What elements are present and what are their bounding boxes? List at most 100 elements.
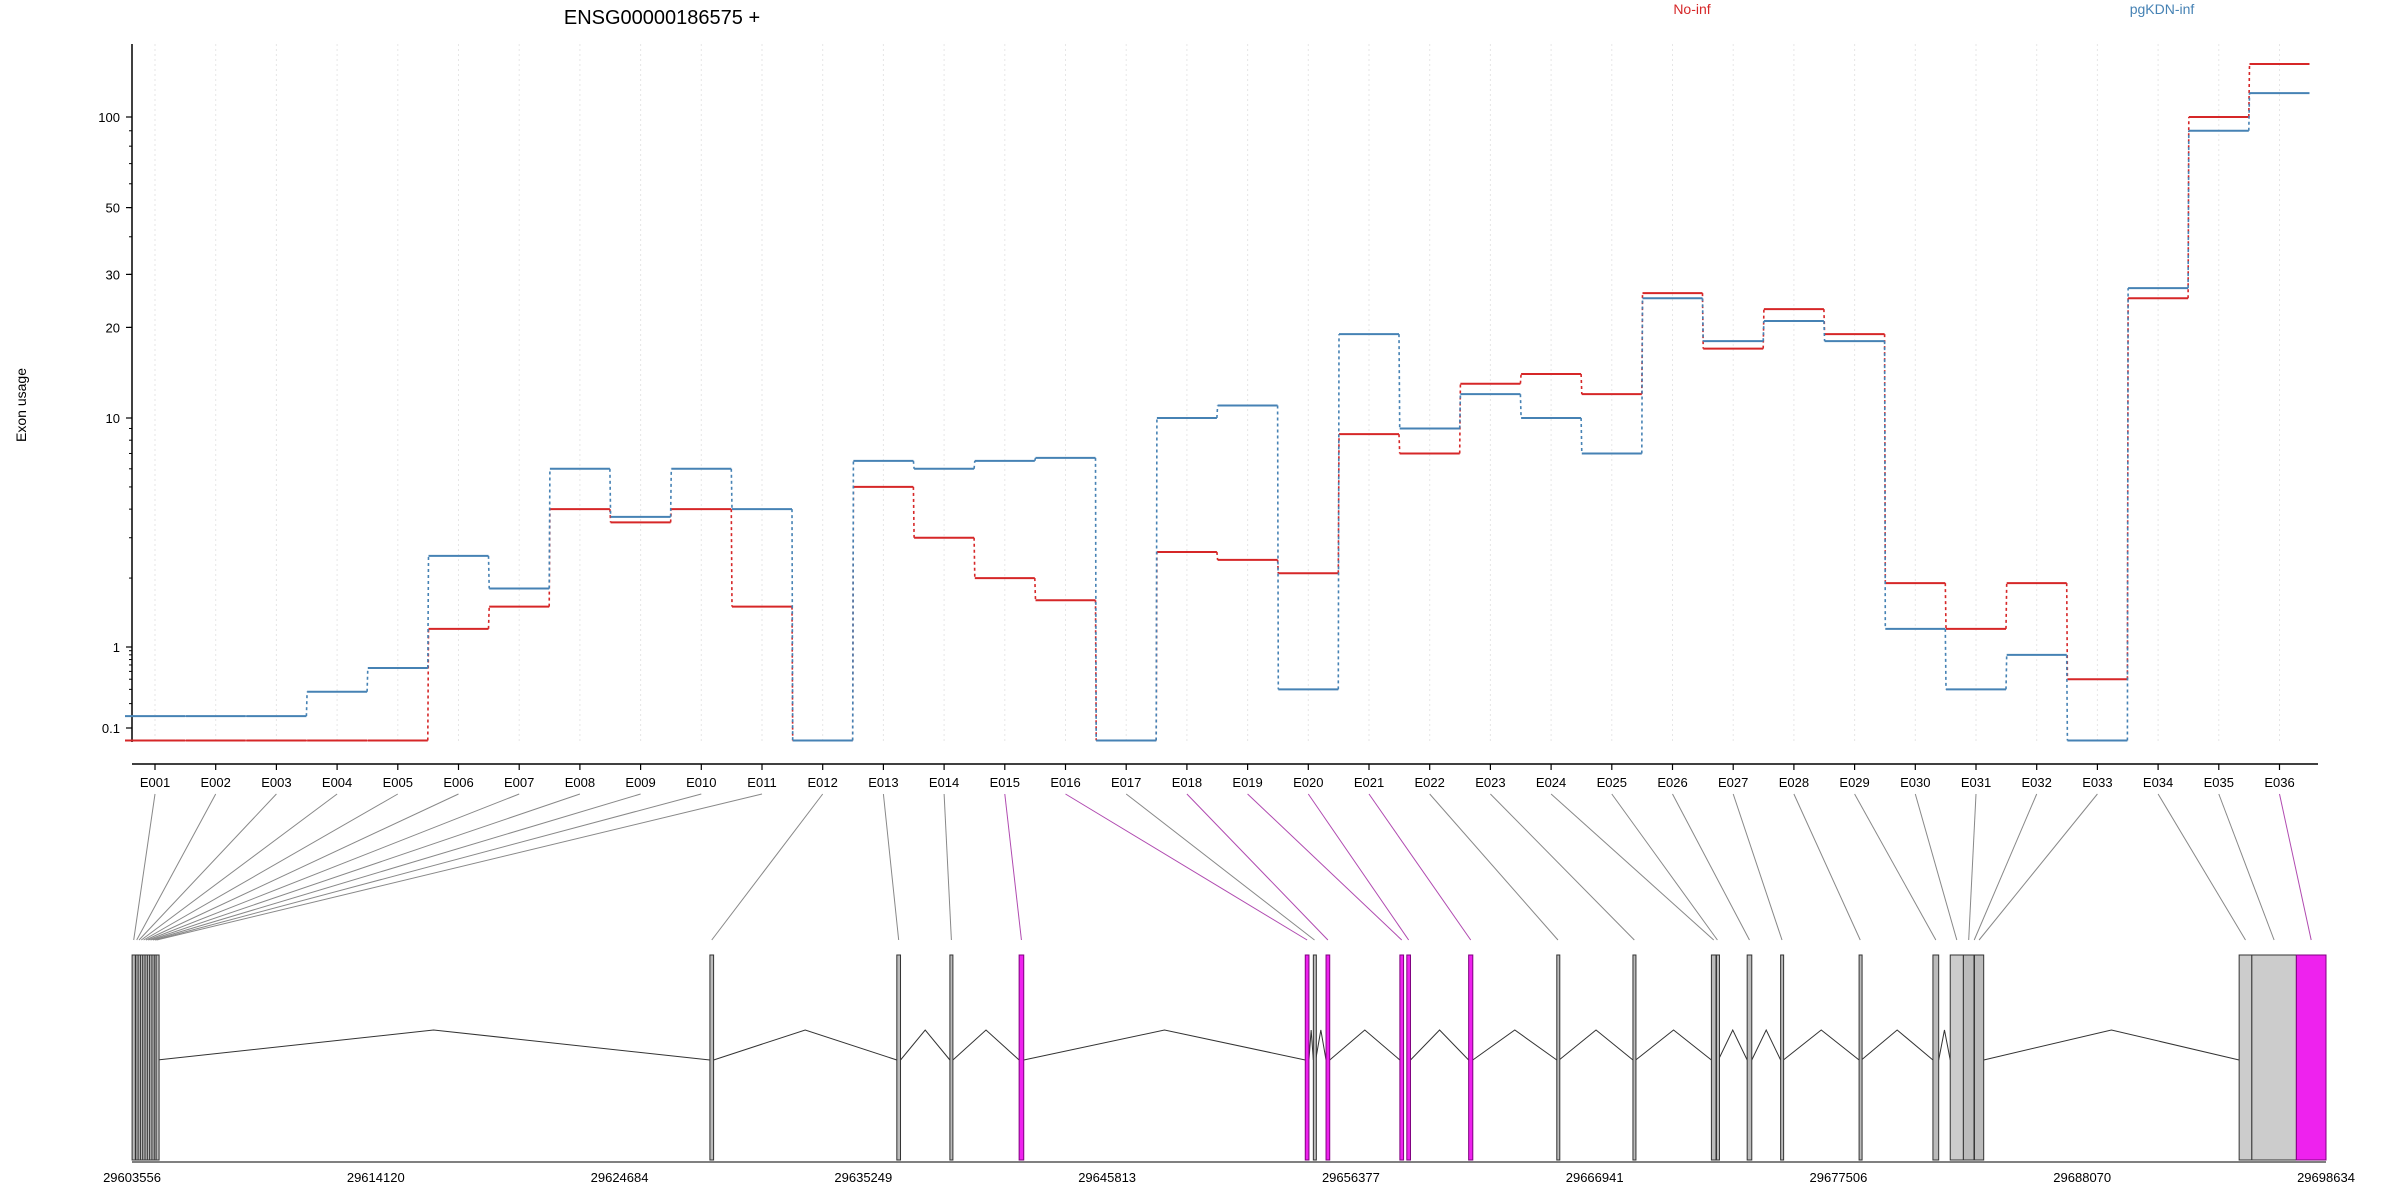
series-connector	[669, 468, 673, 517]
mapping-line-e013	[882, 793, 900, 941]
x-tick-label-e033: E033	[2082, 775, 2112, 790]
chart-title: ENSG00000186575 +	[564, 7, 760, 29]
gene-exon-e029	[1932, 954, 1940, 1161]
mapping-line-e026	[1672, 793, 1750, 941]
series-layer	[125, 62, 2310, 742]
series-connector	[1276, 405, 1280, 690]
intron-line	[157, 1029, 710, 1061]
intron-line	[1023, 1029, 1306, 1061]
y-tick-label: 50	[106, 201, 120, 216]
y-tick-label: 100	[98, 110, 120, 125]
series-connector	[1701, 298, 1704, 342]
gene-exon-e021	[1468, 954, 1474, 1161]
mapping-line-e031	[1968, 793, 1977, 941]
gene-exon-e033	[1973, 954, 1985, 1161]
x-tick-label-e024: E024	[1536, 775, 1566, 790]
x-tick-label-e029: E029	[1839, 775, 1869, 790]
mapping-line-e015	[1004, 793, 1022, 941]
x-tick-label-e020: E020	[1293, 775, 1323, 790]
intron-line	[1861, 1029, 1934, 1061]
series-connector	[1944, 583, 1947, 629]
series-connector	[1398, 334, 1401, 429]
series-connector	[1458, 383, 1462, 454]
series-connector	[2248, 93, 2251, 131]
genome-tick-label: 29603556	[103, 1170, 161, 1185]
x-tick-label-e009: E009	[625, 775, 655, 790]
x-tick-label-e028: E028	[1779, 775, 1809, 790]
series-connector	[1034, 457, 1037, 462]
series-connector	[2065, 583, 2069, 680]
x-tick-label-e016: E016	[1050, 775, 1080, 790]
mapping-line-e008	[150, 793, 581, 941]
x-tick-label-e001: E001	[140, 775, 170, 790]
mapping-line-e018	[1186, 793, 1329, 941]
mapping-line-e003	[138, 793, 277, 941]
mapping-line-e006	[145, 793, 459, 941]
intron-line	[1783, 1029, 1860, 1061]
series-connector	[1337, 434, 1340, 574]
mapping-line-e035	[2218, 793, 2275, 941]
genome-tick-label: 29614120	[347, 1170, 405, 1185]
series-connector	[2005, 583, 2008, 629]
gene-exon-e025	[1715, 954, 1720, 1161]
mapping-line-e019	[1247, 793, 1403, 941]
genome-tick-label: 29688070	[2053, 1170, 2111, 1185]
genome-tick-label: 29677506	[1810, 1170, 1868, 1185]
series-connector	[305, 691, 308, 717]
mapping-line-e023	[1490, 793, 1635, 941]
y-tick-label: 30	[106, 267, 120, 282]
x-tick-label-e013: E013	[868, 775, 898, 790]
y-axis-label: Exon usage	[13, 368, 29, 442]
gene-exon-e013	[896, 954, 902, 1161]
mapping-line-e036	[2279, 793, 2312, 941]
x-tick-label-e022: E022	[1415, 775, 1445, 790]
series-pgkdn-inf	[125, 92, 2310, 742]
mapping-line-e016	[1065, 793, 1308, 941]
intron-line	[1472, 1029, 1558, 1061]
series-connector	[1641, 298, 1644, 454]
x-tick-label-e007: E007	[504, 775, 534, 790]
gene-exon-e018	[1325, 954, 1331, 1161]
x-tick-label-e027: E027	[1718, 775, 1748, 790]
series-connector	[1580, 373, 1583, 395]
mapping-line-e017	[1125, 793, 1315, 941]
x-tick-label-e010: E010	[686, 775, 716, 790]
gene-exon-e022	[1556, 954, 1561, 1161]
mapping-line-e025	[1611, 793, 1718, 941]
gene-exon-e001	[131, 954, 136, 1161]
x-tick-label-e023: E023	[1475, 775, 1505, 790]
y-tick-label: 1	[113, 640, 120, 655]
series-connector	[1519, 394, 1522, 419]
x-tick-label-e021: E021	[1354, 775, 1384, 790]
genome-tick-label: 29666941	[1566, 1170, 1624, 1185]
x-tick-label-e015: E015	[990, 775, 1020, 790]
gene-exon-e026	[1746, 954, 1753, 1161]
intron-line	[1717, 1028, 1748, 1061]
series-connector	[973, 537, 976, 579]
series-connector	[1094, 457, 1097, 741]
series-connector	[548, 468, 551, 589]
genome-tick-label: 29698634	[2297, 1170, 2355, 1185]
x-tick-label-e036: E036	[2264, 775, 2294, 790]
x-tick-label-e031: E031	[1961, 775, 1991, 790]
gene-exon-e017	[1312, 954, 1317, 1161]
mapping-line-e021	[1368, 793, 1472, 941]
gene-exon-e020	[1406, 954, 1411, 1161]
mapping-line-e027	[1732, 793, 1783, 941]
x-tick-label-e019: E019	[1232, 775, 1262, 790]
grid-layer	[154, 44, 2280, 742]
mapping-line-e028	[1793, 793, 1861, 941]
y-tick-label: 0.1	[102, 721, 120, 736]
series-connector	[609, 468, 612, 517]
x-tick-label-e014: E014	[929, 775, 959, 790]
series-connector	[1337, 334, 1340, 690]
gene-exon-e023	[1632, 954, 1637, 1161]
legend-no-inf: No-inf	[1673, 1, 1710, 17]
axes-layer: 0.1 1 10 20 30 50 100 E001 E002 E003 E004 E005 E006 E…	[98, 44, 2318, 790]
intron-line	[952, 1029, 1020, 1061]
intron-line	[713, 1029, 897, 1061]
series-connector	[912, 486, 915, 538]
x-tick-label-e017: E017	[1111, 775, 1141, 790]
series-connector	[1519, 373, 1522, 384]
